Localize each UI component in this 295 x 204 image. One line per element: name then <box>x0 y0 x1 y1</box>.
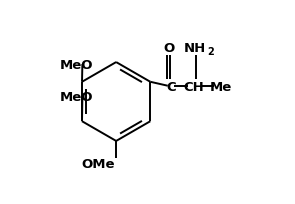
Text: CH: CH <box>183 80 204 93</box>
Text: NH: NH <box>184 42 206 55</box>
Text: MeO: MeO <box>60 58 93 71</box>
Text: C: C <box>166 80 176 93</box>
Text: Me: Me <box>210 80 232 93</box>
Text: 2: 2 <box>207 47 214 57</box>
Text: OMe: OMe <box>81 157 115 170</box>
Text: MeO: MeO <box>60 91 93 103</box>
Text: O: O <box>163 42 174 55</box>
